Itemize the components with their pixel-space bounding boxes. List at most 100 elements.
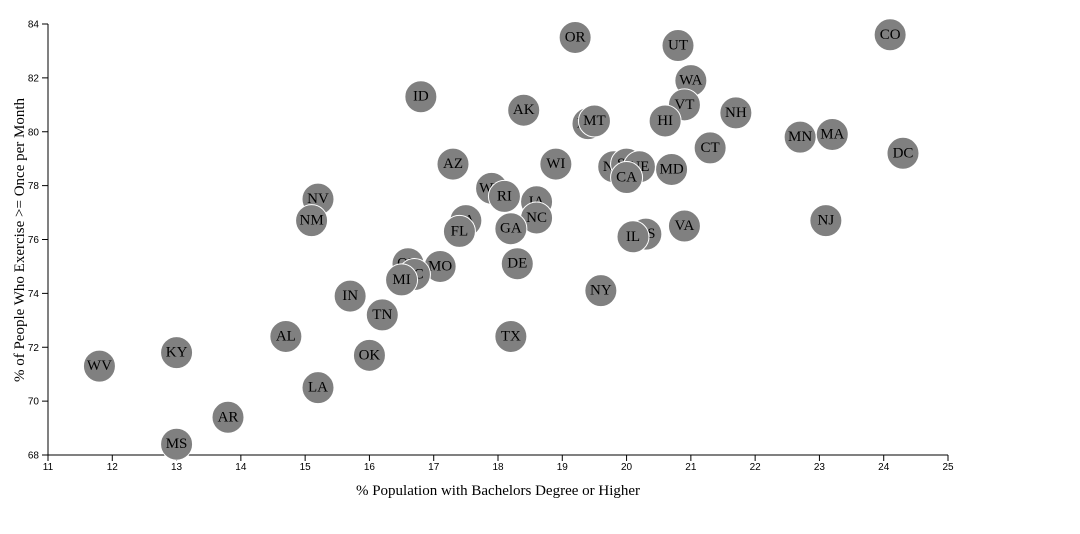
data-point-label: MA	[820, 126, 844, 142]
data-point-marker[interactable]	[693, 131, 727, 165]
data-point-label: OR	[565, 29, 586, 45]
data-point-marker[interactable]	[616, 220, 650, 254]
data-point-label: VT	[674, 97, 694, 113]
data-point-marker[interactable]	[648, 104, 682, 138]
data-point-label: MD	[659, 161, 683, 177]
data-point-label: MO	[428, 258, 452, 274]
data-point-marker[interactable]	[610, 161, 644, 195]
data-point-ny[interactable]: NY	[584, 274, 618, 308]
x-tick-label: 14	[235, 462, 247, 473]
data-point-marker[interactable]	[269, 319, 303, 353]
data-point-fl[interactable]: FL	[442, 214, 476, 248]
data-point-label: WI	[546, 156, 565, 172]
data-point-label: AR	[218, 409, 239, 425]
data-point-label: MI	[392, 272, 410, 288]
data-point-tx[interactable]: TX	[494, 319, 528, 353]
data-point-or[interactable]: OR	[558, 20, 592, 54]
data-point-marker[interactable]	[661, 29, 695, 63]
data-point-il[interactable]: IL	[616, 220, 650, 254]
data-point-marker[interactable]	[809, 204, 843, 238]
data-point-ok[interactable]: OK	[352, 338, 386, 372]
x-tick-label: 22	[750, 462, 762, 473]
data-point-hi[interactable]: HI	[648, 104, 682, 138]
data-point-dc[interactable]: DC	[886, 136, 920, 170]
data-point-marker[interactable]	[211, 400, 245, 434]
data-point-marker[interactable]	[500, 247, 534, 281]
data-point-md[interactable]: MD	[655, 152, 689, 186]
data-point-marker[interactable]	[815, 117, 849, 151]
data-point-label: CA	[616, 170, 637, 186]
data-point-marker[interactable]	[385, 263, 419, 297]
data-point-ct[interactable]: CT	[693, 131, 727, 165]
data-point-label: MT	[583, 113, 606, 129]
data-point-in[interactable]: IN	[333, 279, 367, 313]
data-point-marker[interactable]	[577, 104, 611, 138]
data-point-marker[interactable]	[584, 274, 618, 308]
data-point-label: AZ	[443, 156, 463, 172]
data-point-marker[interactable]	[333, 279, 367, 313]
data-point-marker[interactable]	[655, 152, 689, 186]
data-point-nc[interactable]: NC	[520, 201, 554, 235]
data-point-co[interactable]: CO	[873, 18, 907, 52]
data-point-la[interactable]: LA	[301, 371, 335, 405]
data-point-marker[interactable]	[82, 349, 116, 383]
data-point-label: GA	[500, 221, 522, 237]
data-point-marker[interactable]	[301, 371, 335, 405]
data-point-ga[interactable]: GA	[494, 212, 528, 246]
data-point-wi[interactable]: WI	[539, 147, 573, 181]
data-point-id[interactable]: ID	[404, 80, 438, 114]
data-point-ca[interactable]: CA	[610, 161, 644, 195]
x-tick-label: 15	[300, 462, 312, 473]
data-point-marker[interactable]	[442, 214, 476, 248]
data-point-marker[interactable]	[873, 18, 907, 52]
data-point-ak[interactable]: AK	[507, 93, 541, 127]
data-point-mo[interactable]: MO	[423, 249, 457, 283]
data-point-ms[interactable]: MS	[160, 427, 194, 461]
data-point-az[interactable]: AZ	[436, 147, 470, 181]
data-point-marker[interactable]	[160, 427, 194, 461]
data-point-marker[interactable]	[539, 147, 573, 181]
data-point-marker[interactable]	[487, 179, 521, 213]
x-tick-label: 23	[814, 462, 826, 473]
data-point-marker[interactable]	[295, 204, 329, 238]
data-point-marker[interactable]	[160, 336, 194, 370]
data-point-ut[interactable]: UT	[661, 29, 695, 63]
data-point-marker[interactable]	[719, 96, 753, 130]
data-point-marker[interactable]	[404, 80, 438, 114]
x-tick-label: 24	[878, 462, 890, 473]
data-point-label: IN	[342, 288, 358, 304]
data-point-de[interactable]: DE	[500, 247, 534, 281]
data-point-ky[interactable]: KY	[160, 336, 194, 370]
x-tick-label: 16	[364, 462, 376, 473]
data-point-ar[interactable]: AR	[211, 400, 245, 434]
data-point-marker[interactable]	[494, 212, 528, 246]
data-point-marker[interactable]	[365, 298, 399, 332]
data-point-label: NV	[307, 191, 329, 207]
data-point-label: RI	[497, 188, 512, 204]
data-point-marker[interactable]	[886, 136, 920, 170]
data-point-marker[interactable]	[507, 93, 541, 127]
data-point-label: FL	[451, 223, 469, 239]
data-point-label: KY	[166, 345, 188, 361]
x-tick-label: 12	[107, 462, 119, 473]
data-point-wv[interactable]: WV	[82, 349, 116, 383]
data-point-ma[interactable]: MA	[815, 117, 849, 151]
data-point-marker[interactable]	[558, 20, 592, 54]
data-point-al[interactable]: AL	[269, 319, 303, 353]
data-point-nj[interactable]: NJ	[809, 204, 843, 238]
y-tick-label: 72	[28, 343, 40, 354]
data-point-tn[interactable]: TN	[365, 298, 399, 332]
data-point-label: TX	[501, 328, 521, 344]
data-point-marker[interactable]	[494, 319, 528, 353]
data-point-ri[interactable]: RI	[487, 179, 521, 213]
data-point-nh[interactable]: NH	[719, 96, 753, 130]
data-point-va[interactable]: VA	[667, 209, 701, 243]
data-point-marker[interactable]	[667, 209, 701, 243]
data-point-nm[interactable]: NM	[295, 204, 329, 238]
data-point-marker[interactable]	[436, 147, 470, 181]
data-point-mt[interactable]: MT	[577, 104, 611, 138]
data-point-mi[interactable]: MI	[385, 263, 419, 297]
data-point-marker[interactable]	[352, 338, 386, 372]
data-point-mn[interactable]: MN	[783, 120, 817, 154]
